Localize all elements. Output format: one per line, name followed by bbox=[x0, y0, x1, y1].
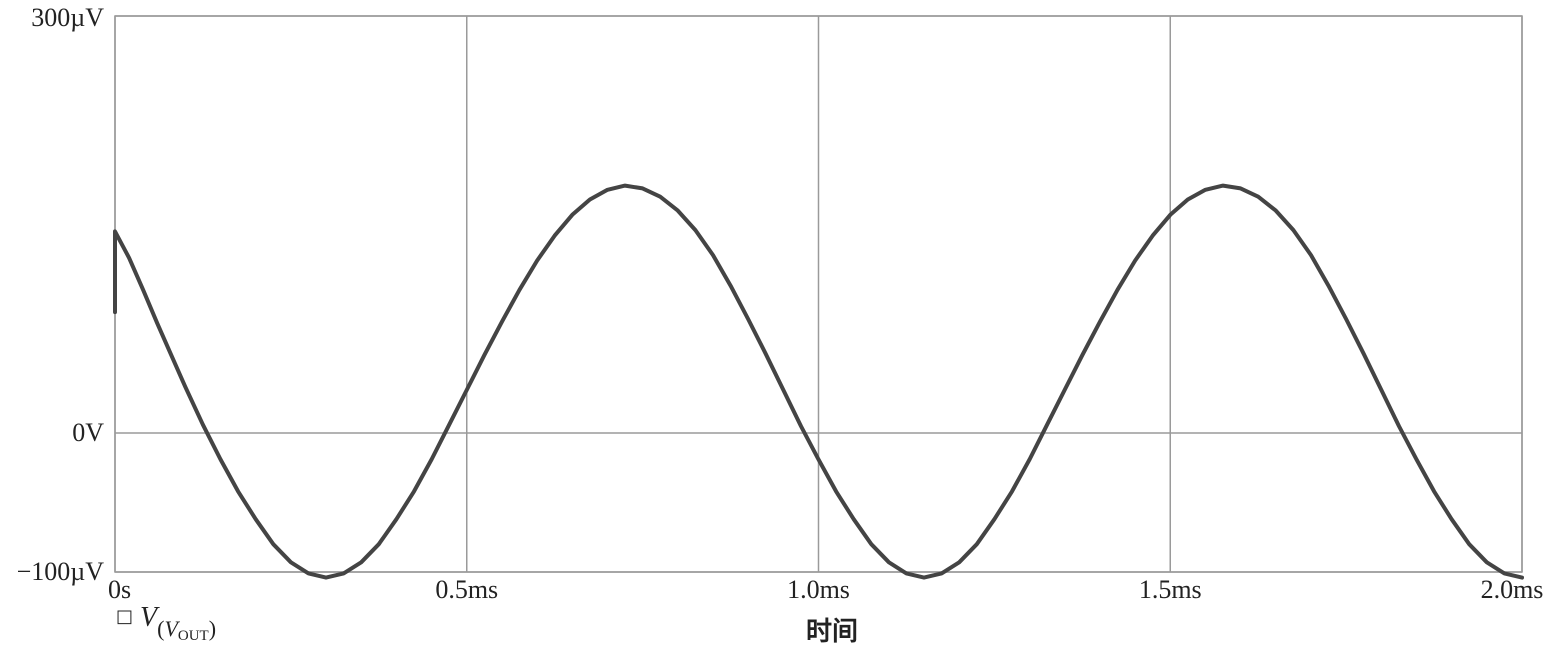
series-line-vout bbox=[113, 183, 1524, 580]
y-tick-label: 0V bbox=[72, 418, 104, 447]
x-tick-label: 1.0ms bbox=[787, 575, 850, 604]
x-tick-label: 2.0ms bbox=[1481, 575, 1544, 604]
legend: □ V(VOUT) bbox=[116, 602, 216, 644]
grid bbox=[114, 15, 1523, 573]
legend-symbol: □ bbox=[116, 606, 133, 627]
series-group bbox=[113, 183, 1524, 580]
y-tick-labels: −100µV 0V 300µV bbox=[17, 3, 105, 586]
x-tick-label: 0.5ms bbox=[435, 575, 498, 604]
y-tick-label: 300µV bbox=[31, 3, 104, 32]
legend-label: V(VOUT) bbox=[140, 602, 216, 644]
x-tick-label: 0s bbox=[108, 575, 131, 604]
x-axis-title: 时间 bbox=[806, 617, 858, 645]
x-tick-label: 1.5ms bbox=[1139, 575, 1202, 604]
x-tick-labels: 0s 0.5ms 1.0ms 1.5ms 2.0ms bbox=[108, 575, 1543, 604]
y-tick-label: −100µV bbox=[17, 557, 105, 586]
